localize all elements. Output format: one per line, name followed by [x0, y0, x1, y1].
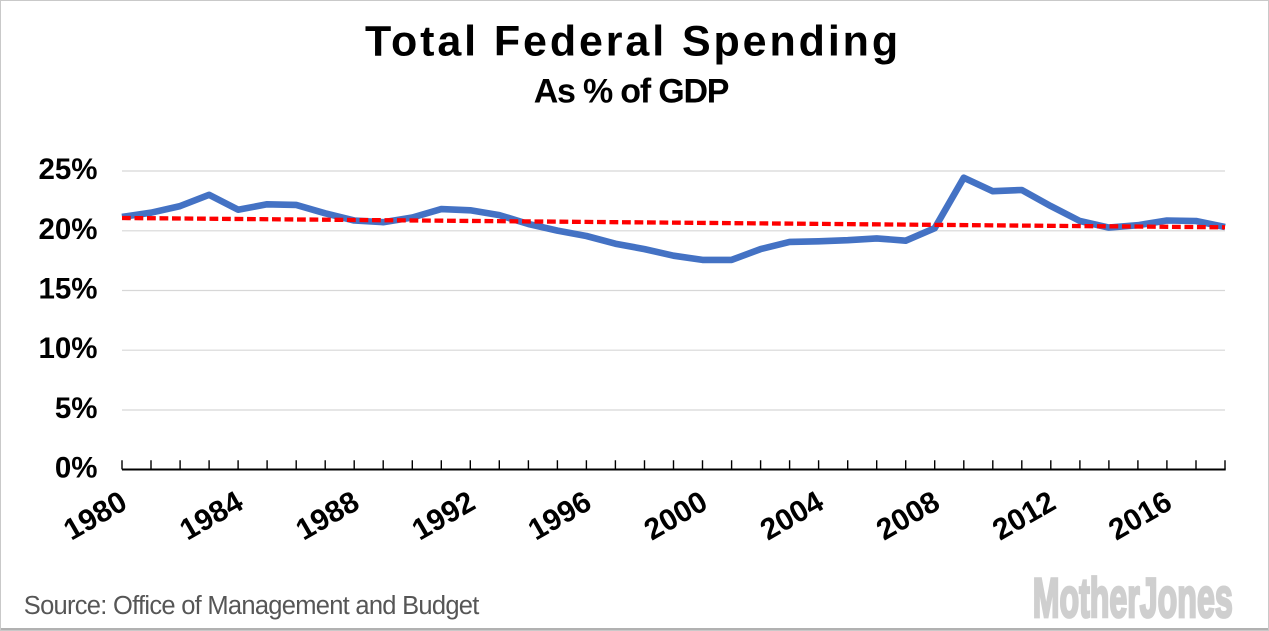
svg-text:25%: 25%	[38, 153, 97, 186]
svg-text:10%: 10%	[38, 332, 97, 365]
svg-text:15%: 15%	[38, 273, 97, 306]
svg-text:Total Federal Spending: Total Federal Spending	[365, 18, 901, 66]
svg-text:20%: 20%	[38, 213, 97, 246]
svg-text:5%: 5%	[55, 392, 98, 425]
svg-text:As % of GDP: As % of GDP	[534, 73, 729, 111]
svg-text:0%: 0%	[55, 452, 98, 485]
svg-text:Source: Office of Management a: Source: Office of Management and Budget	[24, 592, 479, 620]
svg-text:MotherJones: MotherJones	[1033, 567, 1233, 629]
